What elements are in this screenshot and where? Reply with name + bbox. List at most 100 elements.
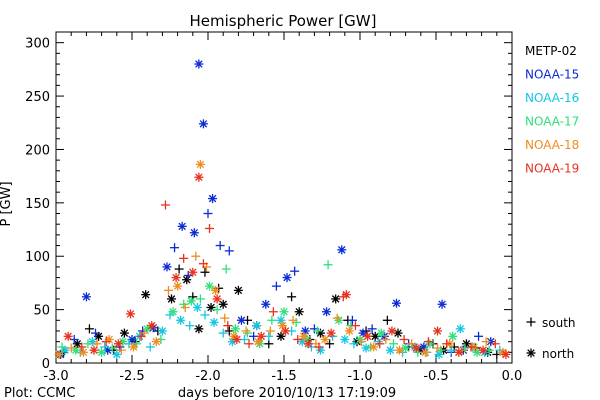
- north-point: [176, 315, 186, 325]
- south-point: [220, 313, 230, 323]
- marker-legend-label: north: [542, 347, 574, 361]
- north-point: [209, 317, 219, 327]
- north-point: [89, 345, 99, 355]
- north-point: [151, 337, 161, 347]
- north-point: [186, 296, 196, 306]
- south-point: [314, 342, 324, 352]
- south-point: [101, 337, 111, 347]
- north-point: [433, 326, 443, 336]
- north-point: [331, 294, 341, 304]
- south-point: [185, 321, 195, 331]
- north-point: [171, 273, 181, 283]
- north-point: [192, 302, 202, 312]
- north-point: [177, 221, 187, 231]
- x-tick-label: -2.5: [119, 369, 144, 384]
- x-tick-label: -1.0: [347, 369, 372, 384]
- north-point: [182, 275, 192, 285]
- north-point: [157, 326, 167, 336]
- south-point: [212, 305, 222, 315]
- south-point: [124, 339, 134, 349]
- south-point: [163, 285, 173, 295]
- south-point: [205, 223, 215, 233]
- south-point: [200, 310, 210, 320]
- south-point: [265, 326, 275, 336]
- marker-legend: south north: [526, 316, 576, 361]
- north-point: [320, 335, 330, 345]
- south-point: [446, 345, 456, 355]
- x-tick-label: -3.0: [43, 369, 68, 384]
- south-point: [474, 331, 484, 341]
- south-point: [239, 335, 249, 345]
- north-point: [276, 331, 286, 341]
- north-point: [206, 302, 216, 312]
- south-point: [267, 315, 277, 325]
- south-point: [174, 264, 184, 274]
- north-point: [194, 324, 204, 334]
- north-point: [420, 347, 430, 357]
- marker-legend-label: south: [542, 316, 576, 330]
- south-point: [249, 331, 259, 341]
- north-point: [358, 328, 368, 338]
- north-point: [252, 321, 262, 331]
- legend-entry: NOAA-19: [525, 162, 579, 176]
- north-point: [478, 345, 488, 355]
- north-point: [279, 307, 289, 317]
- north-point: [167, 294, 177, 304]
- data-marks: [54, 59, 511, 359]
- south-point: [191, 251, 201, 261]
- north-point: [129, 342, 139, 352]
- north-point: [208, 194, 218, 204]
- south-point: [271, 281, 281, 291]
- south-point: [224, 326, 234, 336]
- south-point: [66, 343, 76, 353]
- north-point: [147, 321, 157, 331]
- south-point: [373, 337, 383, 347]
- south-point: [84, 324, 94, 334]
- north-point: [232, 335, 242, 345]
- south-point: [375, 339, 385, 349]
- north-point: [113, 339, 123, 349]
- x-tick-label: -2.0: [195, 369, 220, 384]
- south-point: [323, 260, 333, 270]
- south-point: [367, 324, 377, 334]
- south-point: [223, 321, 233, 331]
- north-point: [218, 299, 228, 309]
- north-point: [194, 59, 204, 69]
- north-point: [341, 290, 351, 300]
- y-axis-label: P [GW]: [0, 181, 14, 226]
- south-point: [244, 339, 254, 349]
- y-tick-label: 100: [25, 250, 50, 265]
- south-point: [57, 342, 67, 352]
- north-point: [233, 285, 243, 295]
- x-tick-label: -1.5: [271, 369, 296, 384]
- south-point: [381, 335, 391, 345]
- north-point: [455, 324, 465, 334]
- x-tick-label: 0.0: [502, 369, 523, 384]
- south-point: [466, 342, 476, 352]
- north-point: [54, 349, 64, 359]
- south-point: [442, 339, 452, 349]
- north-point: [501, 349, 511, 359]
- y-tick-label: 150: [25, 197, 50, 212]
- south-point: [407, 339, 417, 349]
- north-point: [395, 345, 405, 355]
- north-point: [63, 331, 73, 341]
- south-point: [180, 302, 190, 312]
- south-point: [349, 339, 359, 349]
- north-point: [282, 273, 292, 283]
- south-point: [481, 337, 491, 347]
- north-point: [337, 245, 347, 255]
- south-point: [399, 335, 409, 345]
- north-point: [194, 172, 204, 182]
- north-point: [361, 343, 371, 353]
- legend-entry: NOAA-18: [525, 138, 579, 152]
- south-point: [215, 241, 225, 251]
- south-point: [332, 313, 342, 323]
- south-point: [198, 259, 208, 269]
- north-point: [141, 290, 151, 300]
- south-point: [490, 339, 500, 349]
- x-tick-label: -0.5: [423, 369, 448, 384]
- legend-entry: NOAA-16: [525, 91, 579, 105]
- legend-entry: NOAA-15: [525, 68, 579, 82]
